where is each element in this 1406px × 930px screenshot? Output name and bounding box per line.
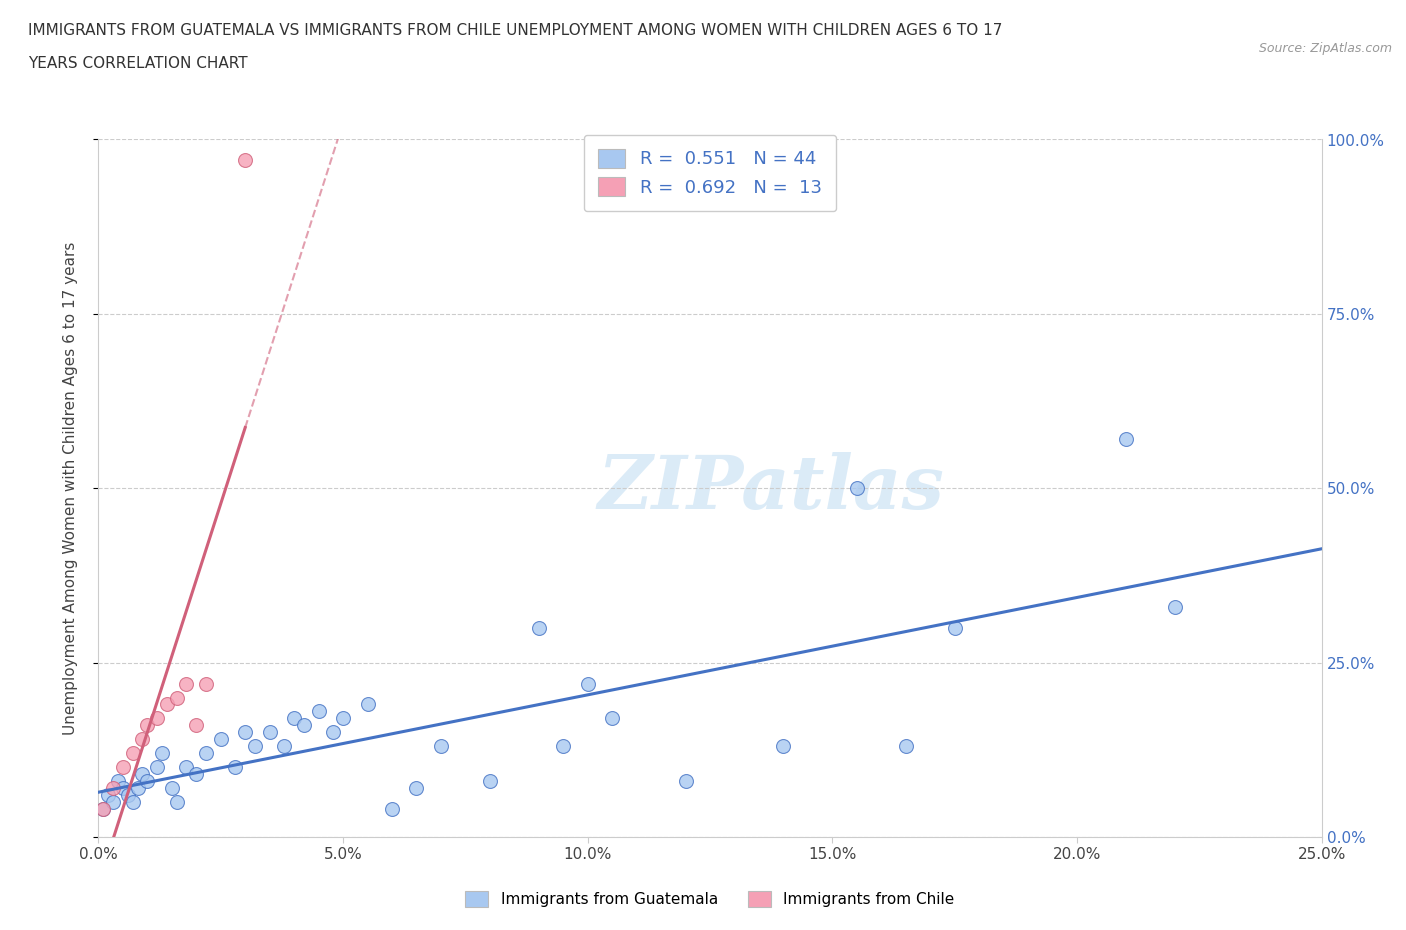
Point — [186, 766, 208, 781]
Point — [97, 788, 120, 803]
Point — [121, 794, 143, 809]
Point — [146, 711, 169, 725]
Point — [430, 738, 453, 753]
Text: IMMIGRANTS FROM GUATEMALA VS IMMIGRANTS FROM CHILE UNEMPLOYMENT AMONG WOMEN WITH: IMMIGRANTS FROM GUATEMALA VS IMMIGRANTS … — [28, 23, 1002, 38]
Point — [195, 746, 218, 761]
Point — [121, 746, 143, 761]
Point — [160, 781, 183, 796]
Point — [176, 676, 198, 691]
Point — [243, 738, 266, 753]
Point — [146, 760, 169, 775]
Point — [332, 711, 354, 725]
Point — [91, 802, 114, 817]
Point — [600, 711, 623, 725]
Point — [233, 725, 256, 740]
Point — [308, 704, 330, 719]
Point — [166, 794, 188, 809]
Point — [111, 760, 134, 775]
Point — [224, 760, 246, 775]
Point — [150, 746, 173, 761]
Point — [292, 718, 315, 733]
Point — [111, 781, 134, 796]
Point — [943, 620, 966, 635]
Point — [107, 774, 129, 789]
Text: ZIPatlas: ZIPatlas — [598, 452, 945, 525]
Point — [283, 711, 305, 725]
Y-axis label: Unemployment Among Women with Children Ages 6 to 17 years: Unemployment Among Women with Children A… — [63, 242, 77, 735]
Point — [156, 698, 179, 712]
Point — [195, 676, 218, 691]
Point — [381, 802, 404, 817]
Point — [127, 781, 149, 796]
Point — [136, 718, 159, 733]
Point — [91, 802, 114, 817]
Point — [101, 794, 124, 809]
Point — [894, 738, 917, 753]
Point — [136, 774, 159, 789]
Point — [233, 153, 256, 168]
Point — [675, 774, 697, 789]
Point — [101, 781, 124, 796]
Point — [166, 690, 188, 705]
Point — [772, 738, 794, 753]
Point — [1164, 600, 1187, 615]
Point — [405, 781, 427, 796]
Point — [527, 620, 550, 635]
Point — [176, 760, 198, 775]
Text: YEARS CORRELATION CHART: YEARS CORRELATION CHART — [28, 56, 247, 71]
Point — [186, 718, 208, 733]
Point — [478, 774, 501, 789]
Point — [553, 738, 575, 753]
Point — [845, 481, 868, 496]
Point — [356, 698, 378, 712]
Point — [259, 725, 281, 740]
Point — [131, 766, 153, 781]
Point — [209, 732, 232, 747]
Legend: Immigrants from Guatemala, Immigrants from Chile: Immigrants from Guatemala, Immigrants fr… — [460, 884, 960, 913]
Point — [1115, 432, 1137, 447]
Point — [322, 725, 344, 740]
Point — [273, 738, 295, 753]
Text: Source: ZipAtlas.com: Source: ZipAtlas.com — [1258, 42, 1392, 55]
Point — [117, 788, 139, 803]
Point — [576, 676, 599, 691]
Point — [131, 732, 153, 747]
